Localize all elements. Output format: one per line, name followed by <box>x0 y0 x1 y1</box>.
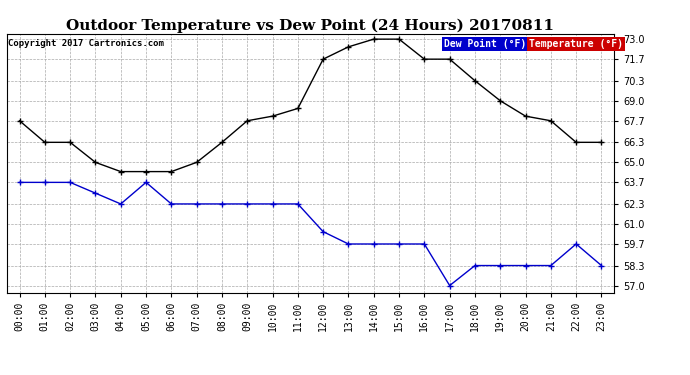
Title: Outdoor Temperature vs Dew Point (24 Hours) 20170811: Outdoor Temperature vs Dew Point (24 Hou… <box>66 18 555 33</box>
Text: Temperature (°F): Temperature (°F) <box>529 39 623 49</box>
Text: Dew Point (°F): Dew Point (°F) <box>444 39 526 49</box>
Text: Copyright 2017 Cartronics.com: Copyright 2017 Cartronics.com <box>8 39 164 48</box>
